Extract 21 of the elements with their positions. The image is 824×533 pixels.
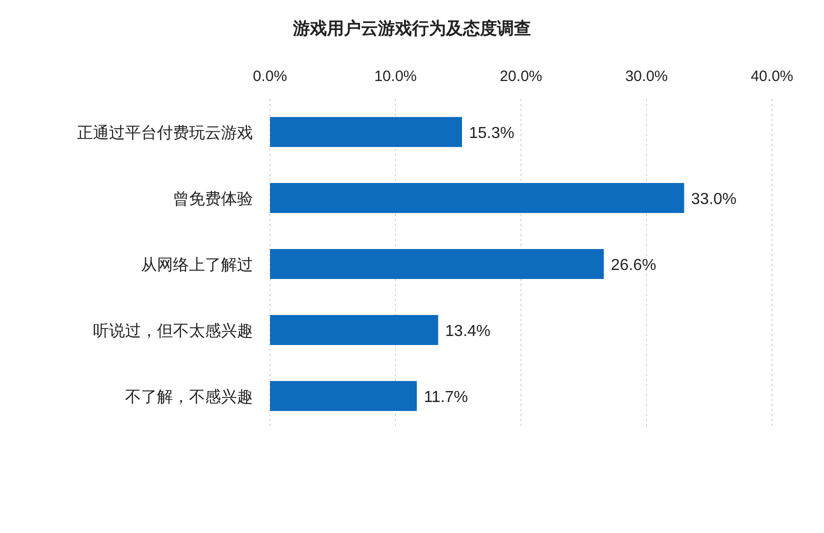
x-tick-label: 10.0% (374, 68, 417, 85)
chart-title: 游戏用户云游戏行为及态度调查 (292, 19, 531, 38)
data-label: 13.4% (445, 323, 491, 340)
y-tick-label: 听说过，但不太感兴趣 (93, 322, 253, 340)
bar (270, 381, 417, 411)
x-tick-label: 0.0% (252, 68, 288, 85)
y-tick-label: 曾免费体验 (173, 190, 253, 208)
y-tick-label: 不了解，不感兴趣 (125, 388, 253, 406)
y-tick-label: 从网络上了解过 (141, 256, 253, 274)
data-label: 33.0% (691, 191, 737, 208)
x-tick-label: 40.0% (750, 68, 794, 85)
data-label: 26.6% (610, 257, 656, 274)
data-label: 11.7% (424, 389, 468, 406)
bar (270, 117, 462, 147)
x-tick-label: 30.0% (625, 68, 668, 85)
data-label: 15.3% (469, 125, 514, 142)
bar (270, 183, 684, 213)
x-tick-label: 20.0% (500, 68, 542, 85)
bar (270, 249, 604, 279)
y-tick-label: 正通过平台付费玩云游戏 (77, 124, 253, 142)
bar (270, 315, 438, 345)
